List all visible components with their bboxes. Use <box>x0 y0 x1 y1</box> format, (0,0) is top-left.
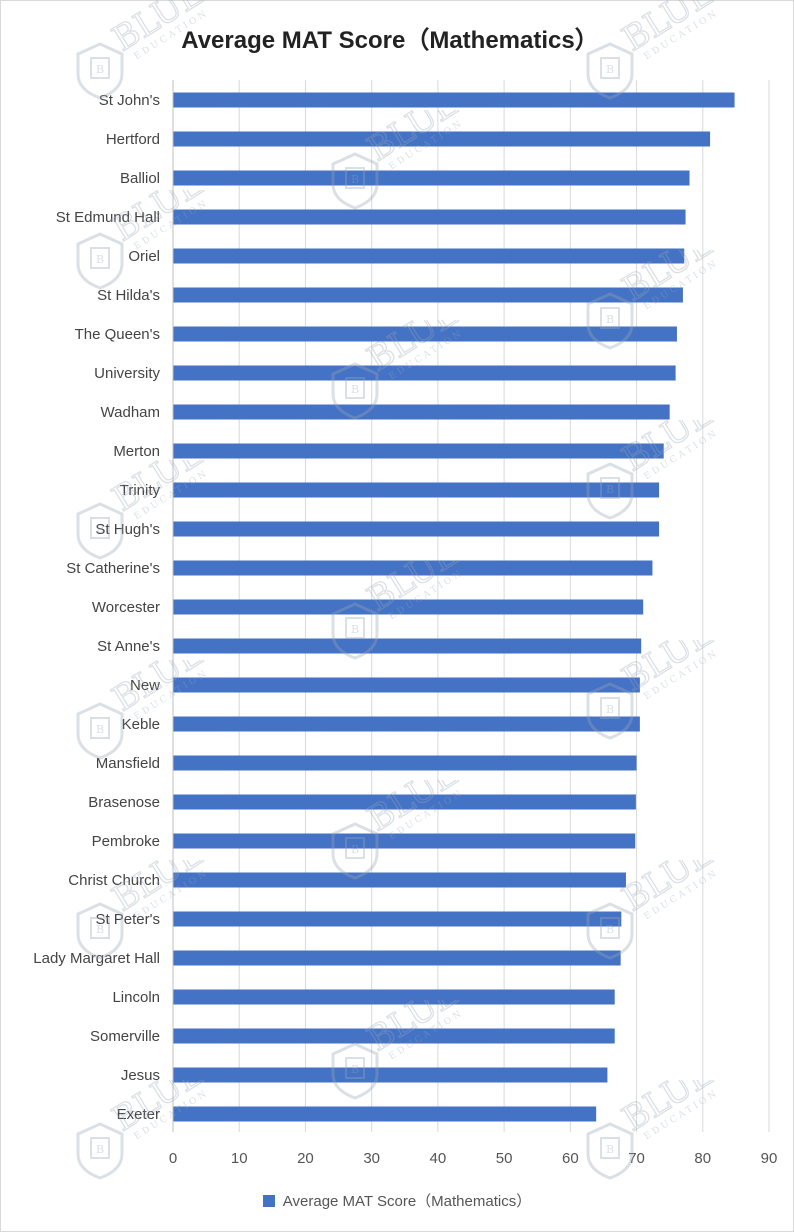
bar <box>173 989 615 1005</box>
x-tick-label: 60 <box>562 1150 579 1167</box>
bar <box>173 521 660 537</box>
bar <box>173 872 626 888</box>
bar <box>173 482 660 498</box>
y-tick-label: Lady Margaret Hall <box>33 950 160 967</box>
bar <box>173 443 664 459</box>
y-tick-label: Lincoln <box>112 989 160 1006</box>
y-tick-label: St Peter's <box>95 911 160 928</box>
bar <box>173 755 637 771</box>
bar <box>173 1028 615 1044</box>
bar <box>173 833 636 849</box>
y-tick-label: University <box>94 365 160 382</box>
x-tick-label: 90 <box>761 1150 778 1167</box>
y-tick-label: Mansfield <box>96 755 160 772</box>
y-tick-label: St Edmund Hall <box>56 209 160 226</box>
y-tick-label: Worcester <box>92 599 160 616</box>
y-tick-label: Somerville <box>90 1028 160 1045</box>
bar <box>173 209 686 225</box>
x-tick-label: 10 <box>231 1150 248 1167</box>
y-tick-label: Exeter <box>117 1106 160 1123</box>
bar <box>173 716 640 732</box>
bar <box>173 794 636 810</box>
y-tick-label: Wadham <box>101 404 160 421</box>
y-tick-label: Christ Church <box>68 872 160 889</box>
x-tick-label: 70 <box>628 1150 645 1167</box>
y-tick-label: Pembroke <box>92 833 160 850</box>
x-tick-label: 30 <box>363 1150 380 1167</box>
bar <box>173 560 653 576</box>
bar <box>173 1067 608 1083</box>
y-tick-label: Keble <box>122 716 160 733</box>
legend-swatch <box>262 1194 275 1207</box>
y-tick-label: Brasenose <box>88 794 160 811</box>
bar <box>173 248 685 264</box>
y-tick-label: Trinity <box>120 482 161 499</box>
bar <box>173 599 644 615</box>
bar <box>173 1106 597 1122</box>
x-tick-label: 40 <box>430 1150 447 1167</box>
y-tick-label: Oriel <box>128 248 160 265</box>
y-tick-label: Balliol <box>120 170 160 187</box>
x-tick-label: 80 <box>694 1150 711 1167</box>
bar <box>173 677 640 693</box>
bar <box>173 170 690 186</box>
bar <box>173 326 677 342</box>
bar <box>173 131 711 147</box>
legend-label: Average MAT Score（Mathematics） <box>282 1193 532 1210</box>
bar <box>173 950 621 966</box>
chart-legend: Average MAT Score（Mathematics） <box>0 1190 794 1211</box>
y-tick-label: Merton <box>113 443 160 460</box>
x-tick-label: 20 <box>297 1150 314 1167</box>
bar <box>173 92 735 108</box>
bar <box>173 365 676 381</box>
y-tick-label: St Catherine's <box>66 560 160 577</box>
x-tick-label: 50 <box>496 1150 513 1167</box>
y-tick-label: St Hugh's <box>95 521 160 538</box>
y-tick-label: St Hilda's <box>97 287 160 304</box>
y-tick-label: St John's <box>99 92 160 109</box>
x-tick-label: 0 <box>169 1150 177 1167</box>
bar <box>173 911 622 927</box>
bar <box>173 638 642 654</box>
y-tick-label: Hertford <box>106 131 160 148</box>
y-tick-label: New <box>130 677 160 694</box>
y-tick-label: St Anne's <box>97 638 160 655</box>
y-tick-label: The Queen's <box>75 326 160 343</box>
chart-title: Average MAT Score（Mathematics） <box>181 27 599 54</box>
bar <box>173 404 670 420</box>
y-tick-label: Jesus <box>121 1067 160 1084</box>
bar <box>173 287 683 303</box>
